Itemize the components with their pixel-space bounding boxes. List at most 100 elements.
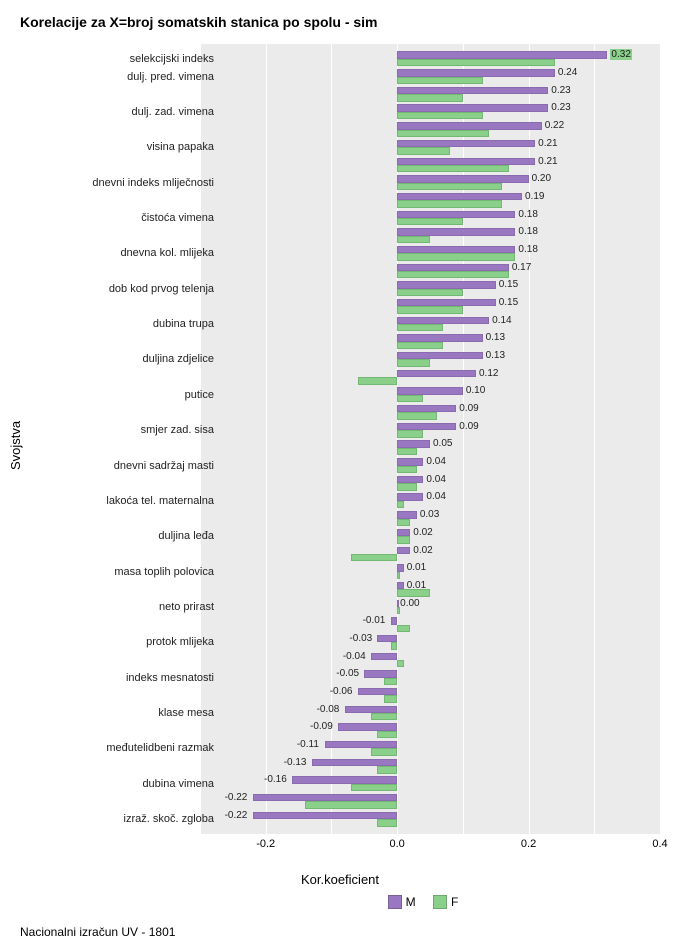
bar-m	[371, 653, 397, 660]
bar-value: 0.13	[486, 351, 505, 361]
category-label: čistoća vimena	[141, 212, 214, 224]
bar-value: -0.04	[343, 652, 366, 662]
bar-value: 0.13	[486, 333, 505, 343]
x-tick: 0.0	[389, 838, 404, 850]
bar-value: 0.00	[400, 599, 419, 609]
bar-f	[397, 483, 417, 490]
bar-value: 0.21	[538, 157, 557, 167]
bar-m	[312, 759, 397, 766]
bar-m	[364, 670, 397, 677]
category-label: dubina trupa	[153, 318, 214, 330]
bar-m	[397, 387, 463, 394]
bar-f	[397, 77, 482, 84]
bar-m	[397, 600, 399, 607]
bar-f	[397, 200, 502, 207]
chart-page: Korelacije za X=broj somatskih stanica p…	[0, 0, 680, 945]
category-label: duljina zdjelice	[142, 353, 214, 365]
bar-value: 0.04	[426, 457, 445, 467]
bar-f	[377, 766, 397, 773]
bar-f	[397, 59, 555, 66]
bar-m	[397, 246, 515, 253]
bar-m	[253, 794, 398, 801]
bar-f	[391, 642, 398, 649]
bar-m	[397, 582, 404, 589]
bar-m	[397, 193, 522, 200]
bar-m	[397, 211, 515, 218]
bar-f	[351, 784, 397, 791]
bar-f	[397, 289, 463, 296]
category-label: dnevni sadržaj masti	[114, 460, 214, 472]
bar-m	[397, 158, 535, 165]
bar-f	[397, 625, 410, 632]
bar-m	[397, 458, 423, 465]
bar-m	[397, 334, 482, 341]
bar-value: 0.15	[499, 280, 518, 290]
bar-m	[397, 352, 482, 359]
bar-f	[377, 819, 397, 826]
bar-value: 0.20	[532, 174, 551, 184]
category-label: međutelidbeni razmak	[106, 742, 214, 754]
bar-f	[397, 412, 436, 419]
bar-value: 0.24	[558, 68, 577, 78]
category-label: putice	[185, 389, 214, 401]
bar-f	[397, 660, 404, 667]
x-tick: 0.4	[652, 838, 667, 850]
category-label: dnevni indeks mliječnosti	[92, 177, 214, 189]
bar-m	[397, 476, 423, 483]
category-label: dubina vimena	[142, 778, 214, 790]
bar-value: -0.01	[363, 616, 386, 626]
bar-m	[292, 776, 397, 783]
bar-f	[384, 678, 397, 685]
bar-value: 0.15	[499, 298, 518, 308]
bar-value: -0.22	[225, 793, 248, 803]
bar-f	[397, 218, 463, 225]
bar-m	[397, 104, 548, 111]
bar-value: 0.02	[413, 528, 432, 538]
legend-swatch-f	[433, 895, 447, 909]
bar-m	[338, 723, 397, 730]
bar-f	[397, 165, 509, 172]
bar-f	[351, 554, 397, 561]
bar-m	[397, 511, 417, 518]
bar-f	[397, 253, 515, 260]
bar-value: -0.08	[317, 705, 340, 715]
bar-value: 0.04	[426, 475, 445, 485]
bar-m	[397, 547, 410, 554]
bar-value: 0.05	[433, 439, 452, 449]
bar-m	[397, 405, 456, 412]
bar-m	[391, 617, 398, 624]
bar-m	[397, 493, 423, 500]
bar-value: 0.14	[492, 316, 511, 326]
bar-value: 0.18	[518, 210, 537, 220]
bar-m	[397, 87, 548, 94]
bar-value: 0.10	[466, 386, 485, 396]
bar-f	[397, 112, 482, 119]
bar-f	[397, 519, 410, 526]
legend: M F	[200, 894, 660, 909]
category-label: indeks mesnatosti	[126, 672, 214, 684]
bar-f	[371, 713, 397, 720]
bar-f	[397, 324, 443, 331]
bar-value: -0.13	[284, 758, 307, 768]
bar-f	[397, 359, 430, 366]
bar-value: 0.01	[407, 581, 426, 591]
bar-f	[384, 695, 397, 702]
bar-m	[397, 317, 489, 324]
bar-value: 0.23	[551, 103, 570, 113]
category-label: smjer zad. sisa	[141, 424, 214, 436]
bar-m	[397, 122, 542, 129]
bar-value: -0.16	[264, 775, 287, 785]
bar-f	[397, 572, 400, 579]
bar-f	[397, 430, 423, 437]
bar-m	[377, 635, 397, 642]
bar-value: 0.23	[551, 86, 570, 96]
bar-m	[397, 175, 528, 182]
category-label: dulj. zad. vimena	[131, 106, 214, 118]
bar-f	[397, 501, 404, 508]
bar-value: 0.18	[518, 245, 537, 255]
bar-m	[397, 440, 430, 447]
bar-value: 0.09	[459, 404, 478, 414]
bar-value: 0.04	[426, 492, 445, 502]
legend-label-f: F	[451, 895, 458, 909]
bar-f	[305, 801, 397, 808]
